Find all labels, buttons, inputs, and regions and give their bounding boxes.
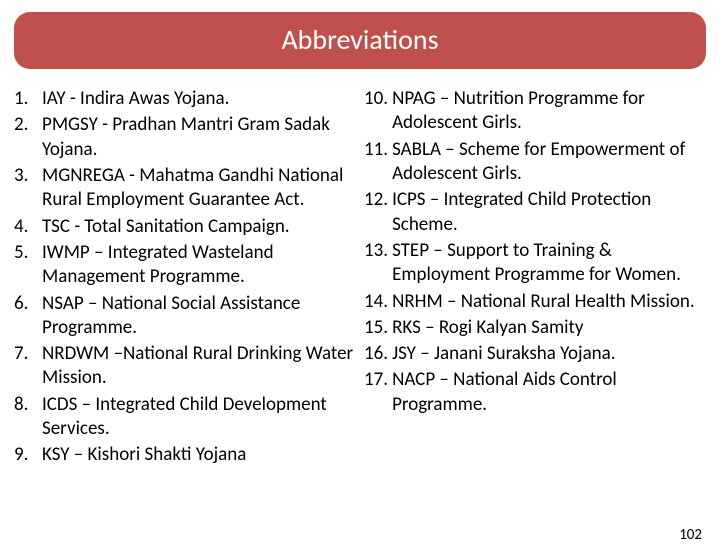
list-item: 16.JSY – Janani Suraksha Yojana. — [364, 342, 706, 366]
list-item: 3.MGNREGA - Mahatma Gandhi National Rura… — [14, 164, 356, 213]
content-columns: 1.IAY - Indira Awas Yojana. 2.PMGSY - Pr… — [0, 69, 720, 470]
item-number: 13. — [364, 239, 392, 263]
list-item: 8.ICDS – Integrated Child Development Se… — [14, 393, 356, 442]
item-number: 17. — [364, 368, 392, 392]
item-text: ICDS – Integrated Child Development Serv… — [42, 393, 356, 442]
item-number: 16. — [364, 342, 392, 366]
item-text: PMGSY - Pradhan Mantri Gram Sadak Yojana… — [42, 113, 356, 162]
item-number: 12. — [364, 188, 392, 212]
item-number: 3. — [14, 164, 42, 188]
item-number: 9. — [14, 443, 42, 467]
list-item: 17.NACP – National Aids Control Programm… — [364, 368, 706, 417]
item-number: 15. — [364, 316, 392, 340]
item-number: 14. — [364, 290, 392, 314]
item-text: ICPS – Integrated Child Protection Schem… — [392, 188, 706, 237]
item-text: IWMP – Integrated Wasteland Management P… — [42, 241, 356, 290]
item-text: STEP – Support to Training & Employment … — [392, 239, 706, 288]
item-text: RKS – Rogi Kalyan Samity — [392, 316, 706, 340]
item-number: 10. — [364, 87, 392, 111]
page-title: Abbreviations — [14, 22, 706, 57]
list-item: 13.STEP – Support to Training & Employme… — [364, 239, 706, 288]
item-number: 4. — [14, 215, 42, 239]
item-text: TSC - Total Sanitation Campaign. — [42, 215, 356, 239]
list-item: 9.KSY – Kishori Shakti Yojana — [14, 443, 356, 467]
item-text: NSAP – National Social Assistance Progra… — [42, 292, 356, 341]
list-item: 10.NPAG – Nutrition Programme for Adoles… — [364, 87, 706, 136]
list-item: 4.TSC - Total Sanitation Campaign. — [14, 215, 356, 239]
list-item: 12.ICPS – Integrated Child Protection Sc… — [364, 188, 706, 237]
item-number: 2. — [14, 113, 42, 137]
item-text: JSY – Janani Suraksha Yojana. — [392, 342, 706, 366]
item-text: MGNREGA - Mahatma Gandhi National Rural … — [42, 164, 356, 213]
list-item: 6.NSAP – National Social Assistance Prog… — [14, 292, 356, 341]
item-text: SABLA – Scheme for Empowerment of Adoles… — [392, 138, 706, 187]
item-text: KSY – Kishori Shakti Yojana — [42, 443, 356, 467]
list-item: 5.IWMP – Integrated Wasteland Management… — [14, 241, 356, 290]
item-text: NACP – National Aids Control Programme. — [392, 368, 706, 417]
item-number: 11. — [364, 138, 392, 162]
item-text: NPAG – Nutrition Programme for Adolescen… — [392, 87, 706, 136]
item-number: 1. — [14, 87, 42, 111]
item-number: 6. — [14, 292, 42, 316]
right-column: 10.NPAG – Nutrition Programme for Adoles… — [364, 87, 706, 470]
list-item: 1.IAY - Indira Awas Yojana. — [14, 87, 356, 111]
item-text: IAY - Indira Awas Yojana. — [42, 87, 356, 111]
item-number: 7. — [14, 342, 42, 366]
item-text: NRDWM –National Rural Drinking Water Mis… — [42, 342, 356, 391]
list-item: 11.SABLA – Scheme for Empowerment of Ado… — [364, 138, 706, 187]
list-item: 7.NRDWM –National Rural Drinking Water M… — [14, 342, 356, 391]
page-number: 102 — [679, 526, 702, 544]
title-bar: Abbreviations — [14, 12, 706, 69]
item-number: 5. — [14, 241, 42, 265]
list-item: 2.PMGSY - Pradhan Mantri Gram Sadak Yoja… — [14, 113, 356, 162]
item-number: 8. — [14, 393, 42, 417]
left-column: 1.IAY - Indira Awas Yojana. 2.PMGSY - Pr… — [14, 87, 356, 470]
item-text: NRHM – National Rural Health Mission. — [392, 290, 706, 314]
list-item: 14.NRHM – National Rural Health Mission. — [364, 290, 706, 314]
list-item: 15.RKS – Rogi Kalyan Samity — [364, 316, 706, 340]
